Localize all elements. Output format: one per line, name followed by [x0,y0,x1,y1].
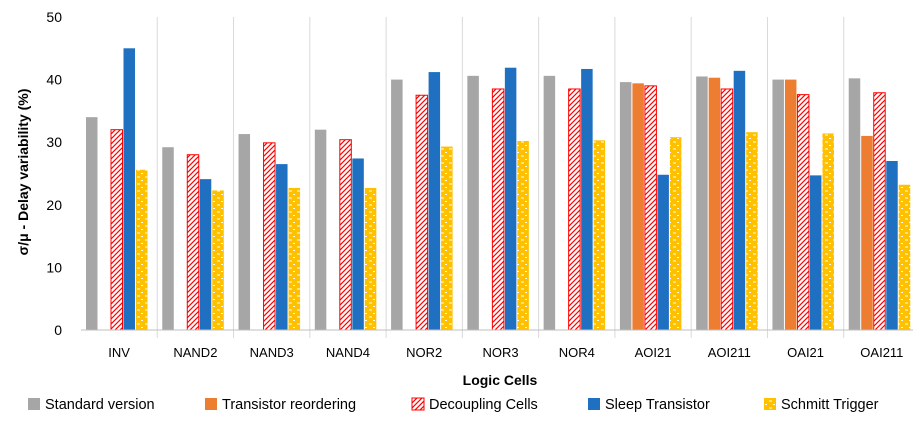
bar [669,137,682,330]
bar [86,117,98,330]
bar [632,83,644,330]
bar [263,142,276,331]
bar [212,190,224,330]
bar [364,187,377,330]
x-tick-label: AOI211 [708,345,751,360]
legend-swatch [205,398,217,410]
category-gridlines [156,17,845,338]
y-tick-labels: 0 10 20 30 40 50 [46,9,62,338]
bar [581,68,593,330]
bar [708,77,721,330]
legend-swatch [28,398,40,410]
x-axis-title: Logic Cells [463,372,538,388]
x-tick-label: INV [108,345,130,360]
x-tick-labels: INV NAND2 NAND3 NAND4 NOR2 NOR3 NOR4 AOI21 AOI21… [108,345,903,360]
y-tick-label: 10 [46,259,62,275]
bar [644,85,657,331]
bar [123,48,135,331]
legend-label: Decoupling Cells [429,397,538,413]
bar [162,147,174,330]
legend-label: Sleep Transistor [605,397,710,413]
bar [568,88,581,331]
bar [848,78,861,331]
bar [186,154,200,331]
legend-label: Standard version [45,397,155,413]
bar [428,72,441,330]
x-tick-label: OAI21 [787,345,824,360]
bar [288,187,301,330]
x-tick-label: NOR2 [406,345,442,360]
y-tick-label: 30 [46,134,62,150]
bar [238,134,251,330]
x-tick-label: OAI211 [860,345,903,360]
bar [822,133,834,330]
bar [352,158,364,330]
bar [504,67,517,331]
x-tick-label: NAND4 [326,345,370,360]
bar [657,174,669,330]
legend-swatch [588,398,600,410]
bar [784,79,797,330]
legend-swatch [764,398,776,410]
bar [276,164,288,330]
bar [491,88,505,331]
bar [415,94,429,331]
bar [110,129,123,331]
bars [86,48,911,331]
bar [746,132,758,330]
bar [467,75,479,331]
bar [873,92,886,331]
legend-label: Transistor reordering [222,397,356,413]
x-tick-label: AOI21 [635,345,672,360]
bar [339,139,352,331]
x-tick-label: NAND2 [173,345,217,360]
y-tick-label: 20 [46,197,62,213]
legend-swatch [411,397,425,411]
bar [441,146,453,330]
y-axis-title: σ/μ - Delay variability (%) [15,89,31,256]
x-tick-label: NAND3 [250,345,294,360]
bar [696,76,708,330]
bar [886,160,898,330]
bar [619,82,632,330]
x-tick-label: NOR3 [482,345,518,360]
legend-label: Schmitt Trigger [781,397,879,413]
x-tick-label: NOR4 [559,345,595,360]
bar [517,140,529,330]
legend: Standard version Transistor reordering Dec… [28,397,879,413]
bar [861,135,873,330]
bar [199,179,212,330]
bar [733,70,746,330]
bar [593,140,606,330]
bar [391,79,403,330]
bar [720,88,734,331]
bar [314,129,327,330]
bar [796,94,810,331]
bar [543,75,556,331]
y-tick-label: 50 [46,9,62,25]
y-tick-label: 0 [54,322,62,338]
bar [809,175,822,330]
bar [898,184,911,330]
y-tick-label: 40 [46,72,62,88]
bar [136,169,148,330]
bar [772,79,784,330]
